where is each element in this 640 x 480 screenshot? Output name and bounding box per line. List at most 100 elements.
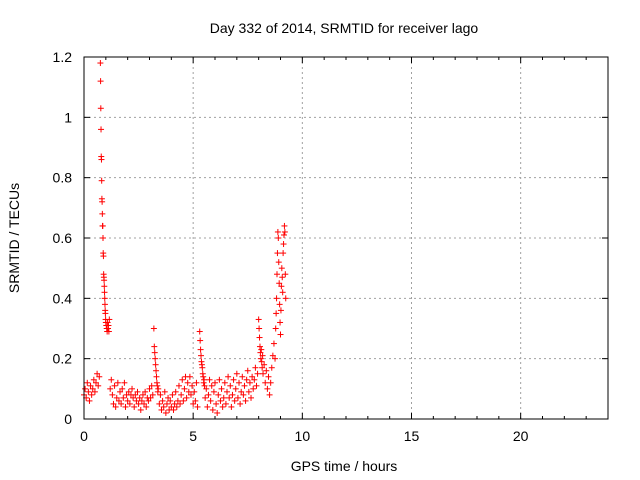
data-point [241, 382, 248, 389]
data-point [99, 235, 106, 241]
data-point [279, 289, 286, 296]
data-point [109, 391, 116, 398]
data-point [280, 241, 287, 248]
data-point [105, 322, 112, 329]
data-point [95, 382, 102, 389]
data-point [258, 358, 265, 365]
y-tick-label: 0.6 [53, 230, 73, 246]
data-point [212, 379, 218, 386]
data-point [156, 400, 163, 407]
data-point [268, 364, 275, 371]
data-point [193, 379, 200, 386]
data-point [259, 364, 266, 371]
data-point [172, 388, 179, 395]
data-point [173, 403, 180, 410]
data-point [96, 373, 103, 380]
data-point [219, 403, 226, 410]
data-point [279, 274, 286, 281]
data-point [264, 385, 271, 392]
data-point [238, 388, 245, 395]
data-point [165, 394, 172, 401]
data-point [114, 379, 121, 386]
data-point [184, 379, 191, 386]
data-point [257, 355, 264, 362]
data-point [246, 379, 253, 386]
data-point [151, 349, 158, 356]
data-point [229, 391, 236, 398]
data-point [203, 385, 210, 392]
data-point [101, 295, 108, 302]
data-point [159, 397, 166, 404]
data-point [265, 373, 272, 380]
data-point [237, 400, 244, 407]
data-point [97, 105, 104, 112]
data-point [135, 400, 142, 407]
data-point [117, 388, 124, 395]
data-point [157, 391, 164, 398]
data-point [137, 406, 144, 413]
chart-title: Day 332 of 2014, SRMTID for receiver lag… [210, 20, 479, 36]
data-point [162, 409, 169, 416]
data-point [273, 295, 280, 302]
axis-ticks [83, 56, 608, 420]
data-point [154, 382, 161, 389]
data-point [99, 210, 106, 217]
data-point [155, 385, 162, 392]
data-point [142, 388, 149, 395]
data-point [228, 403, 235, 410]
data-point [250, 385, 257, 392]
data-point [106, 316, 113, 323]
data-point [98, 156, 105, 163]
data-point [108, 376, 115, 383]
data-point [101, 289, 108, 296]
data-point [261, 361, 268, 368]
data-point [191, 388, 198, 395]
data-point [209, 406, 216, 413]
data-point [226, 394, 233, 401]
data-point [132, 391, 139, 398]
data-point [232, 385, 239, 392]
data-point [274, 250, 281, 257]
data-point [220, 394, 227, 401]
y-tick-label: 0.8 [53, 170, 73, 186]
data-point [266, 391, 273, 398]
y-tick-label: 1 [64, 109, 72, 125]
data-point [200, 373, 207, 380]
data-point [90, 376, 97, 383]
data-point [99, 198, 106, 205]
y-tick-label: 0.4 [53, 290, 73, 306]
data-point [216, 376, 223, 383]
data-point [272, 325, 279, 332]
data-point [242, 397, 249, 404]
x-tick-label: 0 [80, 428, 88, 444]
data-point [274, 228, 281, 235]
data-point [236, 379, 243, 386]
data-point [197, 346, 204, 353]
data-point [104, 319, 111, 326]
data-point [252, 364, 259, 371]
data-point [231, 397, 238, 404]
data-point [87, 382, 94, 389]
data-point [262, 379, 269, 386]
data-point [102, 310, 109, 317]
data-point [245, 388, 252, 395]
data-point [100, 253, 107, 260]
data-point [263, 367, 270, 374]
data-point [139, 391, 146, 398]
data-point [138, 397, 145, 404]
data-point [167, 397, 174, 404]
data-point [207, 397, 214, 404]
data-point [88, 391, 95, 398]
y-tick-label: 0.2 [53, 351, 73, 367]
data-point [282, 295, 289, 302]
data-point [168, 403, 175, 410]
data-point [215, 391, 222, 398]
data-point [210, 388, 217, 395]
data-point [222, 400, 229, 407]
data-point [101, 301, 108, 308]
data-point [194, 403, 201, 410]
data-point [158, 406, 165, 413]
data-point [281, 222, 288, 229]
x-tick-label: 15 [404, 428, 420, 444]
data-point [275, 259, 282, 266]
